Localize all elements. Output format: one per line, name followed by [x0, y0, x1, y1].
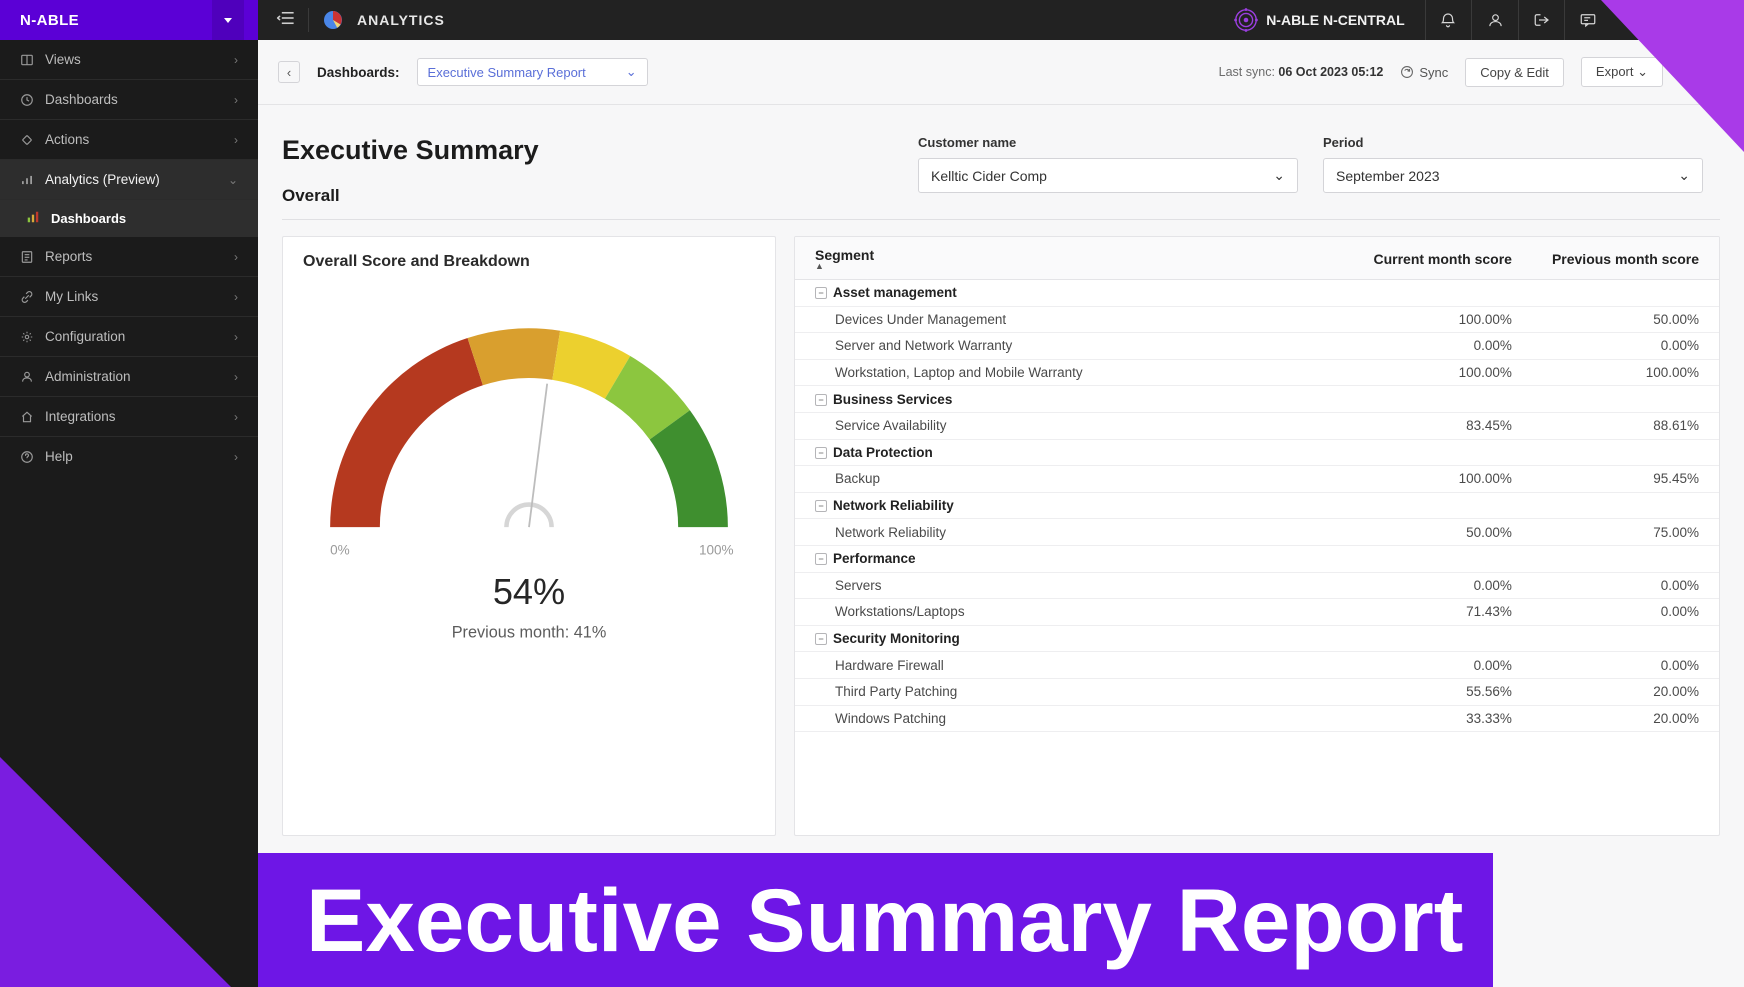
svg-text:54%: 54%	[493, 571, 565, 612]
svg-text:0%: 0%	[330, 542, 350, 557]
svg-text:100%: 100%	[699, 542, 734, 557]
svg-text:Previous month: 41%: Previous month: 41%	[452, 623, 607, 641]
